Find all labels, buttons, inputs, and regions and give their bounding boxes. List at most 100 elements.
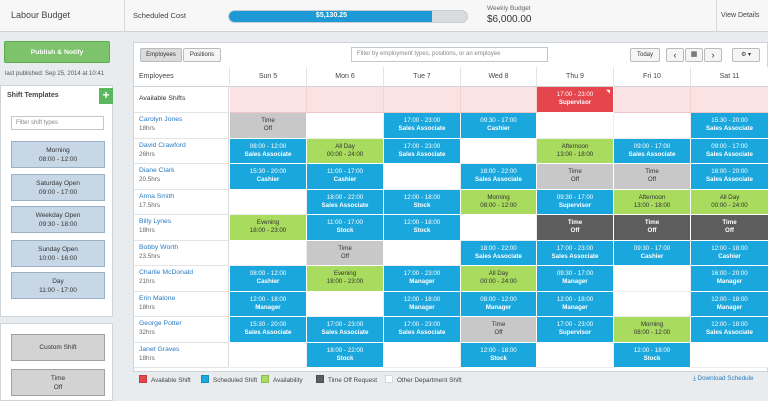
empty-schedule-cell[interactable] (461, 138, 537, 164)
scheduled-shift-block[interactable]: 17:00 - 23:00 Supervisor (537, 317, 614, 343)
shift-template-item[interactable]: Day 11:00 - 17:00 (11, 272, 105, 299)
day-header[interactable]: Tue 7 (384, 67, 461, 87)
schedule-filter-input[interactable]: Filter by employment types, positions, o… (351, 47, 548, 62)
available-shift-empty-cell[interactable] (461, 87, 537, 113)
availability-block[interactable]: Evening 18:00 - 23:00 (307, 266, 384, 292)
empty-schedule-cell[interactable] (384, 342, 461, 368)
time-off-block[interactable]: Time Off (461, 317, 537, 343)
empty-schedule-cell[interactable] (537, 342, 614, 368)
availability-block[interactable]: Afternoon 13:00 - 18:00 (537, 138, 614, 164)
scheduled-shift-block[interactable]: 09:00 - 17:00 Sales Associate (614, 138, 691, 164)
scheduled-shift-block[interactable]: 17:00 - 23:00 Sales Associate (384, 113, 461, 139)
day-header[interactable]: Mon 6 (307, 67, 384, 87)
scheduled-shift-block[interactable]: 08:00 - 12:00 Manager (461, 291, 537, 317)
scheduled-shift-block[interactable]: 15:30 - 20:00 Sales Associate (691, 113, 768, 139)
employee-name-link[interactable]: David Crawford (139, 141, 186, 149)
shift-template-item[interactable]: Sunday Open 10:00 - 16:00 (11, 240, 105, 267)
scheduled-shift-block[interactable]: 18:00 - 22:00 Sales Associate (461, 164, 537, 190)
availability-block[interactable]: All Day 00:00 - 24:00 (461, 266, 537, 292)
empty-schedule-cell[interactable] (230, 189, 307, 215)
scheduled-shift-block[interactable]: 08:00 - 12:00 Sales Associate (230, 138, 307, 164)
empty-schedule-cell[interactable] (614, 291, 691, 317)
add-template-icon[interactable]: + (99, 88, 113, 104)
scheduled-shift-block[interactable]: 18:00 - 22:00 Sales Associate (307, 189, 384, 215)
view-details-button[interactable]: View Details (721, 12, 760, 19)
empty-schedule-cell[interactable] (614, 266, 691, 292)
scheduled-shift-block[interactable]: 16:00 - 20:00 Sales Associate (691, 164, 768, 190)
chevron-left-icon[interactable]: ‹ (666, 48, 684, 62)
employee-name-link[interactable]: Bobby Worth (139, 243, 179, 251)
time-off-block[interactable]: Time Off (230, 113, 307, 139)
download-schedule-link[interactable]: ⤓ Download Schedule (693, 375, 754, 383)
time-off-item[interactable]: Time Off (11, 369, 105, 396)
employee-name-link[interactable]: George Potter (139, 320, 182, 327)
scheduled-shift-block[interactable]: 17:00 - 23:00 Sales Associate (384, 138, 461, 164)
employee-name-link[interactable]: Charlie McDonald (139, 269, 194, 276)
scheduled-shift-block[interactable]: 12:00 - 18:00 Stock (384, 189, 461, 215)
scheduled-shift-block[interactable]: 17:00 - 23:00 Sales Associate (384, 317, 461, 343)
custom-shift-item[interactable]: Custom Shift (11, 334, 105, 361)
empty-schedule-cell[interactable] (461, 215, 537, 241)
day-header[interactable]: Wed 8 (461, 67, 537, 87)
empty-schedule-cell[interactable] (230, 240, 307, 266)
time-off-block[interactable]: Time Off (307, 240, 384, 266)
employee-name-link[interactable]: Carolyn Jones (139, 116, 183, 123)
scheduled-shift-block[interactable]: 11:00 - 17:00 Cashier (307, 164, 384, 190)
employee-name-link[interactable]: Janet Graves (139, 345, 180, 353)
availability-block[interactable]: Evening 18:00 - 23:00 (230, 215, 307, 241)
calendar-icon[interactable]: ▦ (685, 48, 703, 62)
time-off-block[interactable]: Time Off (614, 164, 691, 190)
scheduled-shift-block[interactable]: 12:00 - 18:00 Cashier (691, 240, 768, 266)
scheduled-shift-block[interactable]: 18:00 - 22:00 Stock (307, 342, 384, 368)
scheduled-shift-block[interactable]: 09:30 - 17:00 Cashier (614, 240, 691, 266)
available-shift-empty-cell[interactable] (307, 87, 384, 113)
empty-schedule-cell[interactable] (230, 342, 307, 368)
scheduled-shift-block[interactable]: 09:30 - 17:00 Manager (537, 266, 614, 292)
availability-block[interactable]: All Day 00:00 - 24:00 (307, 138, 384, 164)
scheduled-shift-block[interactable]: 12:00 - 18:00 Stock (384, 215, 461, 241)
scheduled-shift-block[interactable]: 12:00 - 18:00 Stock (461, 342, 537, 368)
publish-notify-button[interactable]: Publish & Notify (4, 41, 110, 63)
available-shift-empty-cell[interactable] (691, 87, 768, 113)
scheduled-shift-block[interactable]: 18:00 - 22:00 Sales Associate (461, 240, 537, 266)
day-header[interactable]: Sat 11 (691, 67, 768, 87)
template-filter-input[interactable]: Filter shift types (11, 116, 104, 130)
settings-gear-icon[interactable]: ⚙ ▾ (732, 48, 760, 62)
scheduled-shift-block[interactable]: 12:00 - 18:00 Sales Associate (691, 317, 768, 343)
empty-schedule-cell[interactable] (307, 113, 384, 139)
day-header[interactable]: Thu 9 (537, 67, 614, 87)
availability-block[interactable]: All Day 00:00 - 24:00 (691, 189, 768, 215)
scheduled-shift-block[interactable]: 12:00 - 18:00 Stock (614, 342, 691, 368)
scheduled-shift-block[interactable]: 08:00 - 12:00 Cashier (230, 266, 307, 292)
scheduled-shift-block[interactable]: 17:00 - 23:00 Manager (384, 266, 461, 292)
scheduled-shift-block[interactable]: 12:00 - 18:00 Manager (537, 291, 614, 317)
scheduled-shift-block[interactable]: 09:30 - 17:00 Supervisor (537, 189, 614, 215)
today-button[interactable]: Today (630, 48, 660, 62)
shift-template-item[interactable]: Morning 08:00 - 12:00 (11, 141, 105, 168)
empty-schedule-cell[interactable] (384, 240, 461, 266)
scheduled-shift-block[interactable]: 17:00 - 23:00 Sales Associate (537, 240, 614, 266)
empty-schedule-cell[interactable] (307, 291, 384, 317)
shift-template-item[interactable]: Weekday Open 09:30 - 18:00 (11, 206, 105, 233)
scheduled-shift-block[interactable]: 15:30 - 20:00 Cashier (230, 164, 307, 190)
scheduled-shift-block[interactable]: 11:00 - 17:00 Stock (307, 215, 384, 241)
availability-block[interactable]: Morning 08:00 - 12:00 (461, 189, 537, 215)
empty-schedule-cell[interactable] (537, 113, 614, 139)
time-off-request-block[interactable]: Time Off (614, 215, 691, 241)
scheduled-shift-block[interactable]: 09:00 - 17:00 Sales Associate (691, 138, 768, 164)
available-shift-block[interactable]: 17:00 - 23:00 Supervisor ◥ (537, 87, 614, 113)
scheduled-shift-block[interactable]: 12:00 - 18:00 Manager (230, 291, 307, 317)
shift-template-item[interactable]: Saturday Open 09:00 - 17:00 (11, 174, 105, 201)
scheduled-shift-block[interactable]: 12:00 - 18:00 Manager (384, 291, 461, 317)
scheduled-shift-block[interactable]: 09:30 - 17:00 Cashier (461, 113, 537, 139)
empty-schedule-cell[interactable] (691, 342, 768, 368)
tab-positions[interactable]: Positions (183, 48, 221, 62)
available-shift-empty-cell[interactable] (384, 87, 461, 113)
empty-schedule-cell[interactable] (384, 164, 461, 190)
scheduled-shift-block[interactable]: 17:00 - 23:00 Sales Associate (307, 317, 384, 343)
scheduled-shift-block[interactable]: 15:30 - 20:00 Sales Associate (230, 317, 307, 343)
time-off-block[interactable]: Time Off (537, 164, 614, 190)
scheduled-shift-block[interactable]: 12:00 - 18:00 Manager (691, 291, 768, 317)
availability-block[interactable]: Afternoon 13:00 - 18:00 (614, 189, 691, 215)
employee-name-link[interactable]: Billy Lynes (139, 218, 172, 225)
